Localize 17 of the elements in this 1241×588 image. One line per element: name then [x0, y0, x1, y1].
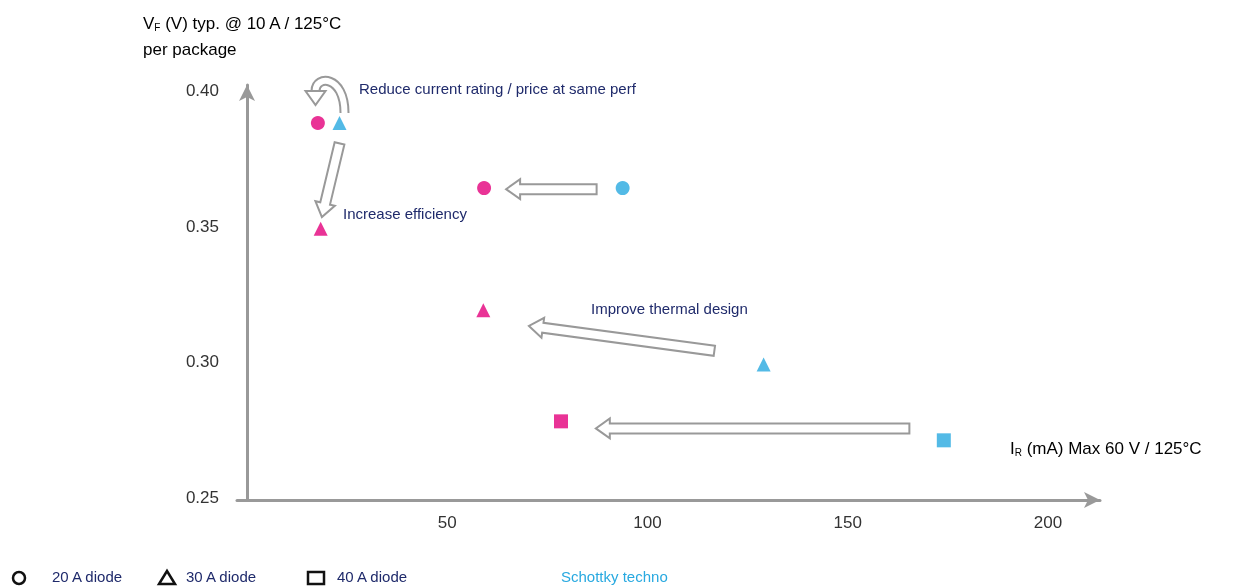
y-tick-label: 0.25 — [185, 487, 219, 507]
text: 20 A diode — [52, 568, 123, 585]
x-tick-label: 150 — [833, 513, 862, 532]
annotation: Increase efficiency — [343, 205, 468, 222]
x-tick-label: 200 — [1033, 513, 1063, 532]
text: 40 A diode — [337, 568, 408, 585]
x-axis-title: IR (mA) Max 60 V / 125°C — [1010, 439, 1202, 458]
y-tick-label: 0.40 — [185, 80, 219, 100]
x-tick-label: 100 — [633, 513, 662, 532]
annotation: Improve thermal design — [591, 300, 748, 317]
x-tick-label: 50 — [437, 513, 457, 532]
y-tick-label: 0.30 — [185, 352, 219, 372]
y-tick-label: 0.35 — [185, 216, 219, 236]
annotation: Reduce current rating / price at same perf — [359, 80, 637, 97]
text: Schottky techno — [561, 568, 668, 585]
text: 30 A diode — [186, 568, 257, 585]
y-axis-title: VF (V) typ. @ 10 A / 125°C per package — [143, 13, 342, 59]
